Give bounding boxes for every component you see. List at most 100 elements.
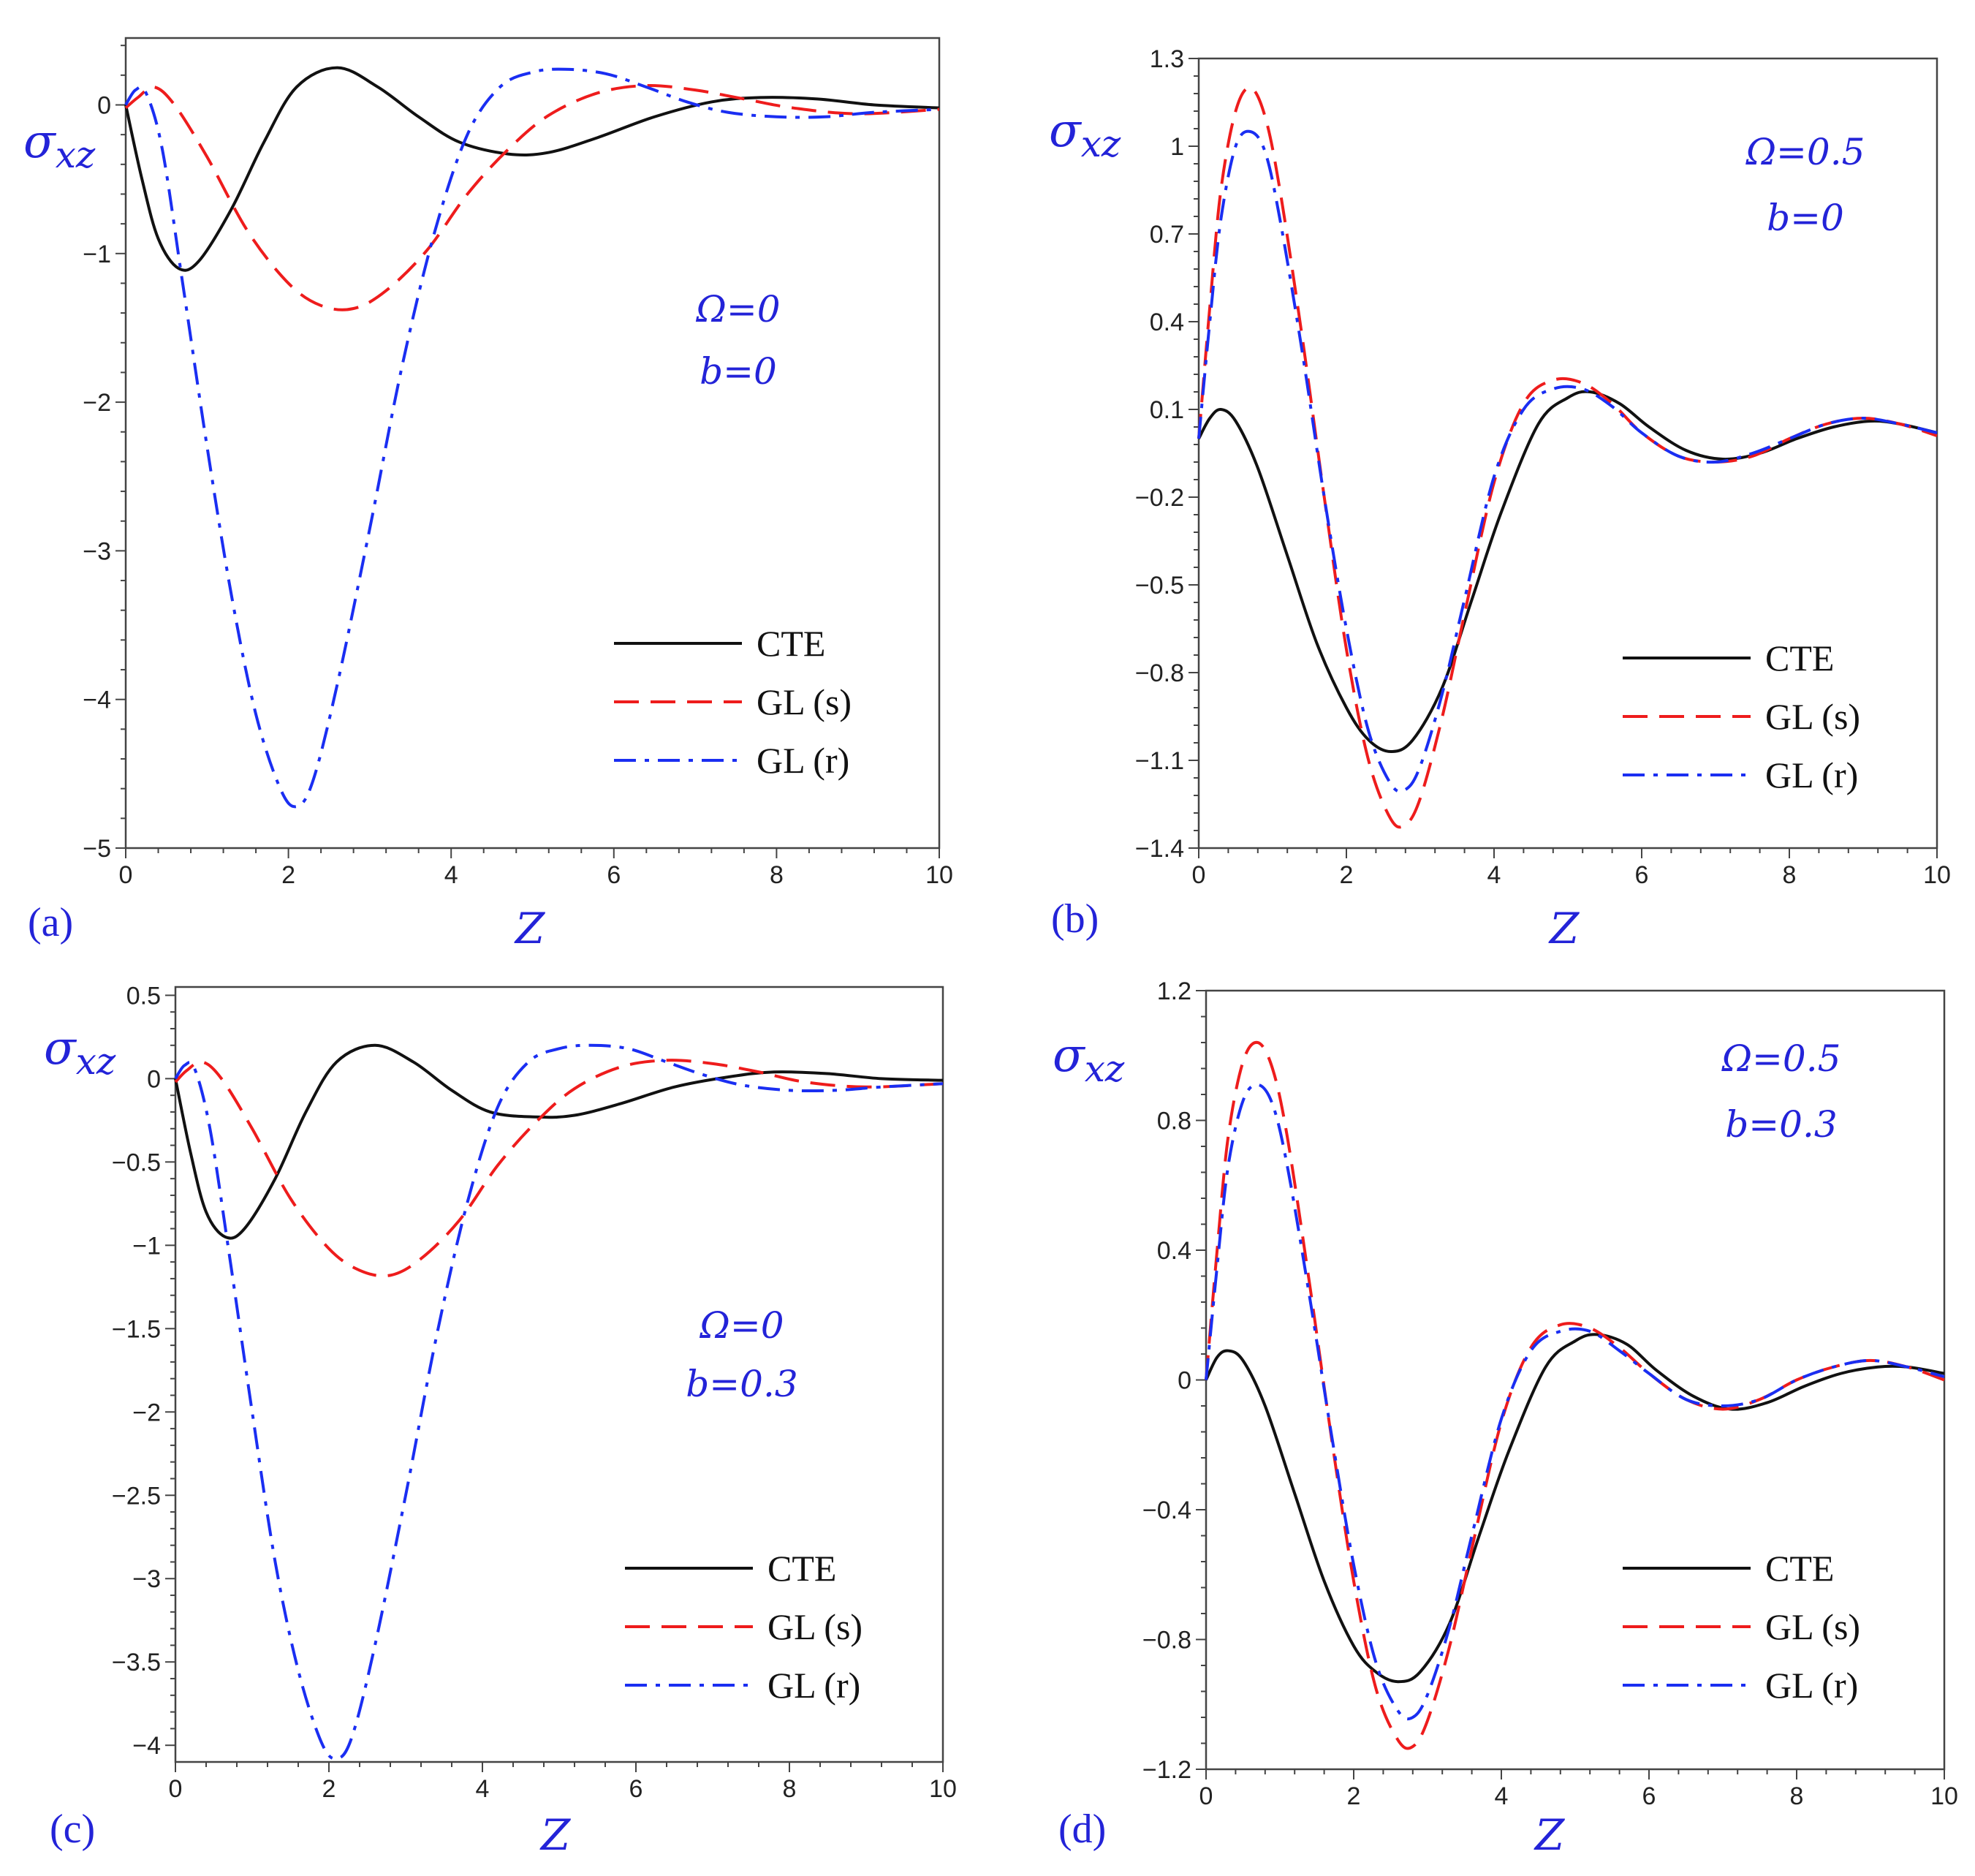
y-tick-label: −0.5 — [1135, 572, 1184, 600]
x-axis-label: Z — [539, 1810, 572, 1860]
legend: CTE GL (s) GL (r) — [1623, 638, 1860, 795]
series-line-gl-r — [1197, 129, 1938, 793]
y-tick-label: −0.5 — [112, 1149, 161, 1176]
y-axis-label: σxz — [23, 115, 96, 176]
legend-label: CTE — [757, 623, 825, 664]
y-axis-label: σxz — [44, 1021, 116, 1083]
y-axis-label: σxz — [1049, 104, 1121, 165]
y-tick-label: 0.5 — [126, 982, 161, 1010]
x-tick-label: 6 — [1635, 861, 1649, 889]
y-tick-label: 1.2 — [1157, 977, 1191, 1005]
y-tick-label: 0.7 — [1150, 221, 1184, 249]
series-line-gl-r — [174, 1043, 944, 1760]
series-line-gl-r — [124, 67, 940, 809]
y-tick-label: −0.4 — [1142, 1497, 1191, 1524]
y-tick-label: 0.4 — [1157, 1237, 1191, 1265]
y-tick-label: −3.5 — [112, 1649, 161, 1676]
panel-label: (a) — [28, 900, 73, 945]
series-line-gl-s — [124, 83, 940, 311]
y-tick-label: −1 — [132, 1232, 161, 1260]
x-axis-label: Z — [1548, 904, 1580, 953]
parameter-annotation: Ω=0.5 — [1721, 1037, 1841, 1080]
series-line-cte — [1205, 1333, 1945, 1684]
y-tick-label: −0.8 — [1135, 659, 1184, 687]
panel-0: 0 2 4 6 8 10 0 −1 −2 −3 −4 −5 σxz Z (a) Ω=0 b=0 CTE GL (s)… — [23, 37, 953, 953]
legend-label: GL (r) — [767, 1665, 860, 1706]
plot-frame — [174, 986, 944, 1763]
y-tick-label: 0 — [1178, 1367, 1191, 1395]
legend: CTE GL (s) GL (r) — [625, 1548, 863, 1706]
legend: CTE GL (s) GL (r) — [614, 623, 852, 781]
series-line-gl-s — [174, 1059, 944, 1278]
parameter-annotation: Ω=0.5 — [1745, 131, 1865, 173]
x-tick-label: 4 — [1495, 1782, 1509, 1810]
y-tick-label: −2.5 — [112, 1482, 161, 1510]
panel-2: 0 2 4 6 8 10 0.5 0 −0.5 −1 −1.5 −2 −2.5 −3 −3.5 −4 σxz Z (… — [44, 982, 957, 1860]
y-tick-label: −1.2 — [1142, 1756, 1191, 1784]
x-tick-label: 8 — [783, 1775, 797, 1803]
x-tick-label: 8 — [1790, 1782, 1804, 1810]
y-tick-label: −3 — [83, 537, 111, 565]
x-tick-label: 0 — [1192, 861, 1206, 889]
legend-label: GL (r) — [1765, 754, 1858, 795]
x-tick-label: 4 — [1487, 861, 1501, 889]
legend-label: GL (r) — [1765, 1665, 1858, 1706]
y-tick-label: 0.8 — [1157, 1108, 1191, 1135]
parameter-annotation: b=0.3 — [1725, 1103, 1837, 1146]
y-tick-label: 0.1 — [1150, 396, 1184, 424]
y-tick-label: −0.8 — [1142, 1627, 1191, 1654]
series-line-gl-s — [1205, 1040, 1945, 1750]
y-tick-label: −3 — [132, 1565, 161, 1593]
x-tick-label: 8 — [1783, 861, 1797, 889]
parameter-annotation: Ω=0 — [699, 1304, 784, 1347]
x-tick-label: 0 — [119, 861, 133, 889]
parameter-annotation: b=0 — [700, 350, 777, 393]
x-tick-label: 10 — [925, 861, 953, 889]
y-tick-label: −4 — [83, 687, 111, 714]
parameter-annotation: b=0 — [1767, 197, 1844, 239]
legend-label: GL (s) — [1765, 696, 1860, 737]
y-tick-label: −1 — [83, 241, 111, 268]
x-tick-label: 2 — [322, 1775, 336, 1803]
legend-label: CTE — [1765, 1548, 1834, 1589]
panel-label: (c) — [50, 1807, 95, 1852]
x-tick-label: 4 — [444, 861, 458, 889]
series-line-cte — [174, 1043, 944, 1240]
panel-1: 0 2 4 6 8 10 1.3 1 0.7 0.4 0.1 −0.2 −0.5 −0.8 −1.1 −1.4… — [1049, 45, 1951, 953]
panel-label: (b) — [1051, 896, 1099, 942]
legend-label: GL (s) — [1765, 1606, 1860, 1647]
parameter-annotation: b=0.3 — [686, 1363, 797, 1405]
x-tick-label: 2 — [1340, 861, 1354, 889]
x-tick-label: 10 — [1923, 861, 1951, 889]
legend-label: GL (r) — [757, 740, 849, 781]
x-tick-label: 10 — [929, 1775, 957, 1803]
y-tick-label: 0 — [97, 91, 111, 119]
legend-label: CTE — [767, 1548, 836, 1589]
y-tick-label: −0.2 — [1135, 484, 1184, 512]
y-axis-label: σxz — [1053, 1029, 1125, 1090]
x-tick-label: 10 — [1930, 1782, 1958, 1810]
panel-label: (d) — [1058, 1807, 1106, 1852]
x-tick-label: 2 — [1347, 1782, 1361, 1810]
x-tick-label: 6 — [629, 1775, 643, 1803]
legend: CTE GL (s) GL (r) — [1623, 1548, 1860, 1706]
x-tick-label: 0 — [1199, 1782, 1213, 1810]
x-tick-label: 2 — [281, 861, 295, 889]
y-tick-label: 1 — [1170, 133, 1184, 161]
legend-label: CTE — [1765, 638, 1834, 678]
series-line-gl-r — [1205, 1083, 1945, 1721]
series-line-cte — [124, 66, 940, 272]
plot-frame — [1197, 57, 1938, 850]
y-tick-label: −2 — [132, 1399, 161, 1426]
x-tick-label: 8 — [770, 861, 784, 889]
parameter-annotation: Ω=0 — [695, 288, 780, 330]
y-tick-label: −1.4 — [1135, 835, 1184, 863]
y-tick-label: 1.3 — [1150, 45, 1184, 73]
y-tick-label: 0.4 — [1150, 309, 1184, 336]
panel-3: 0 2 4 6 8 10 1.2 0.8 0.4 0 −0.4 −0.8 −1.2 σxz Z (d) Ω=0.… — [1053, 977, 1958, 1860]
legend-label: GL (s) — [757, 681, 852, 722]
y-tick-label: −2 — [83, 389, 111, 417]
x-tick-label: 6 — [607, 861, 621, 889]
legend-label: GL (s) — [767, 1606, 863, 1647]
